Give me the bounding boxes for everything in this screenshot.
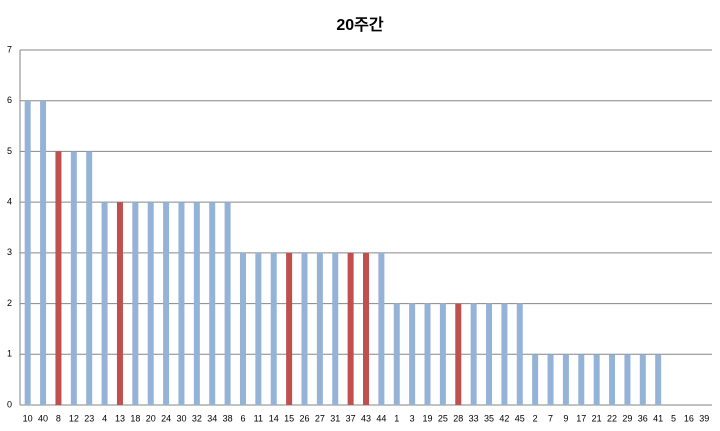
bar	[132, 202, 139, 405]
bar	[501, 303, 508, 405]
x-tick-label: 43	[361, 413, 371, 423]
x-tick-label: 10	[23, 413, 33, 423]
x-tick-label: 20	[146, 413, 156, 423]
x-tick-label: 8	[56, 413, 61, 423]
bar	[286, 252, 293, 405]
bar	[378, 252, 385, 405]
bar	[40, 100, 47, 405]
y-tick-label: 0	[7, 399, 12, 409]
bar	[486, 303, 493, 405]
bar	[578, 354, 585, 405]
x-tick-label: 22	[607, 413, 617, 423]
x-tick-label: 38	[223, 413, 233, 423]
bar	[516, 303, 523, 405]
x-tick-label: 23	[84, 413, 94, 423]
y-tick-label: 5	[7, 146, 12, 156]
x-tick-label: 40	[38, 413, 48, 423]
x-tick-label: 33	[469, 413, 479, 423]
x-tick-label: 1	[394, 413, 399, 423]
x-tick-label: 16	[684, 413, 694, 423]
x-tick-label: 36	[638, 413, 648, 423]
bar	[470, 303, 477, 405]
bar	[363, 252, 369, 405]
x-tick-label: 6	[240, 413, 245, 423]
bar	[609, 354, 616, 405]
x-tick-label: 4	[102, 413, 107, 423]
x-tick-label: 25	[438, 413, 448, 423]
x-tick-label: 42	[499, 413, 509, 423]
bar	[270, 252, 277, 405]
x-tick-label: 21	[592, 413, 602, 423]
y-tick-label: 3	[7, 247, 12, 257]
x-tick-label: 18	[130, 413, 140, 423]
y-tick-label: 2	[7, 298, 12, 308]
bar	[655, 354, 662, 405]
y-tick-label: 6	[7, 95, 12, 105]
bar	[24, 100, 31, 405]
x-tick-label: 32	[192, 413, 202, 423]
bar	[255, 252, 262, 405]
x-tick-label: 9	[563, 413, 568, 423]
bar	[224, 202, 231, 405]
bar	[147, 202, 154, 405]
x-tick-label: 24	[161, 413, 171, 423]
bar	[209, 202, 216, 405]
bar	[101, 202, 108, 405]
x-tick-label: 41	[653, 413, 663, 423]
bar	[332, 252, 339, 405]
x-tick-label: 39	[699, 413, 709, 423]
x-tick-label: 45	[515, 413, 525, 423]
x-tick-label: 13	[115, 413, 125, 423]
y-tick-label: 1	[7, 349, 12, 359]
bar	[55, 151, 62, 405]
bar	[455, 303, 462, 405]
x-tick-label: 26	[299, 413, 309, 423]
bar	[562, 354, 569, 405]
bar	[70, 151, 77, 405]
bar	[593, 354, 600, 405]
bar	[347, 252, 354, 405]
x-tick-label: 17	[576, 413, 586, 423]
x-tick-label: 27	[315, 413, 325, 423]
bar	[178, 202, 185, 405]
x-tick-label: 3	[410, 413, 415, 423]
bar	[239, 252, 246, 405]
x-tick-label: 15	[284, 413, 294, 423]
x-tick-label: 12	[69, 413, 79, 423]
x-tick-label: 11	[254, 413, 263, 423]
y-tick-label: 7	[7, 44, 12, 54]
bar	[163, 202, 170, 405]
x-tick-label: 7	[548, 413, 553, 423]
bar	[409, 303, 416, 405]
x-tick-label: 44	[376, 413, 386, 423]
x-tick-label: 29	[622, 413, 632, 423]
x-tick-label: 28	[453, 413, 463, 423]
x-tick-label: 30	[176, 413, 186, 423]
x-tick-label: 31	[330, 413, 340, 423]
bar	[86, 151, 93, 405]
bar	[532, 354, 539, 405]
bar	[547, 354, 554, 405]
x-tick-label: 34	[207, 413, 217, 423]
y-tick-label: 4	[7, 197, 12, 207]
bar	[439, 303, 446, 405]
x-tick-label: 35	[484, 413, 494, 423]
x-tick-label: 2	[533, 413, 538, 423]
bar	[424, 303, 431, 405]
bar	[624, 354, 631, 405]
x-tick-label: 37	[346, 413, 356, 423]
bar	[116, 202, 123, 405]
x-tick-label: 19	[423, 413, 433, 423]
bar	[393, 303, 400, 405]
bar	[193, 202, 200, 405]
chart-title: 20주간	[336, 16, 384, 34]
x-tick-label: 5	[671, 413, 676, 423]
bar	[316, 252, 323, 405]
bar	[301, 252, 308, 405]
bar	[639, 354, 646, 405]
x-tick-label: 14	[269, 413, 279, 423]
